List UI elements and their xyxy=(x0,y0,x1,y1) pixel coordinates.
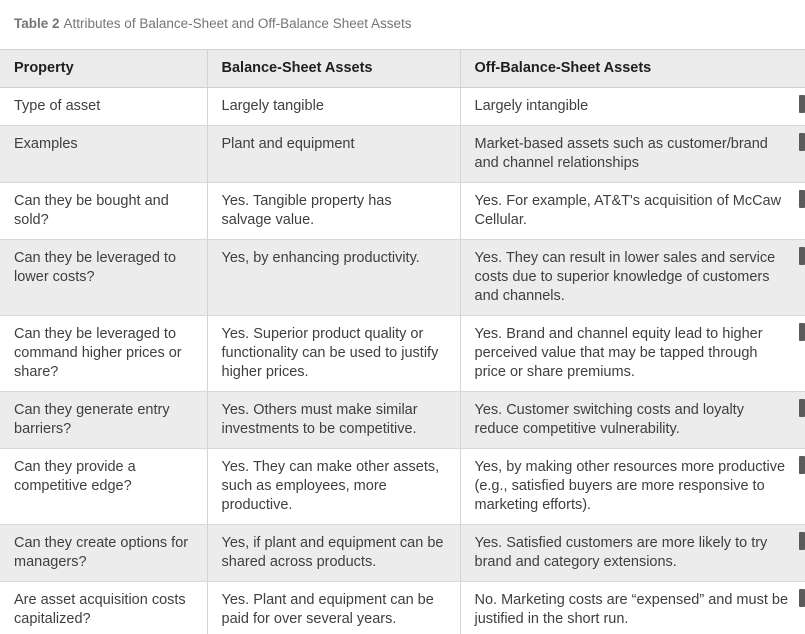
off-balance-cell: Yes. Customer switching costs and loyalt… xyxy=(459,391,805,450)
row-scrollbar xyxy=(799,190,805,209)
property-cell: Can they create options for managers? xyxy=(0,524,207,583)
balance-cell: Largely tangible xyxy=(206,87,460,127)
balance-cell: Plant and equipment xyxy=(206,125,460,184)
off-balance-cell: Yes. For example, AT&T's acquisition of … xyxy=(459,182,805,241)
balance-cell: Yes. They can make other assets, such as… xyxy=(206,448,460,526)
off-balance-cell: Yes. Brand and channel equity lead to hi… xyxy=(459,315,805,393)
off-balance-cell: Yes. Satisfied customers are more likely… xyxy=(459,524,805,583)
off-balance-text: Yes. Brand and channel equity lead to hi… xyxy=(474,326,763,381)
row-scrollbar xyxy=(799,323,805,342)
table-caption: Table 2 Attributes of Balance-Sheet and O… xyxy=(0,0,805,49)
off-balance-text: No. Marketing costs are “expensed” and m… xyxy=(474,592,789,628)
balance-cell: Yes. Plant and equipment can be paid for… xyxy=(206,581,460,634)
table-caption-label: Table 2 xyxy=(14,16,60,31)
property-cell: Are asset acquisition costs capitalized? xyxy=(0,581,207,634)
table-row: Are asset acquisition costs capitalized?… xyxy=(0,581,805,634)
row-scrollbar xyxy=(799,399,805,418)
property-cell: Can they provide a competitive edge? xyxy=(0,448,207,526)
row-scrollbar xyxy=(799,247,805,266)
balance-cell: Yes, if plant and equipment can be share… xyxy=(206,524,460,583)
balance-cell: Yes. Superior product quality or functio… xyxy=(206,315,460,393)
row-scrollbar xyxy=(799,95,805,114)
table-row: Examples Plant and equipment Market-base… xyxy=(0,125,805,184)
table-row: Can they be bought and sold? Yes. Tangib… xyxy=(0,182,805,241)
off-balance-cell: No. Marketing costs are “expensed” and m… xyxy=(459,581,805,634)
balance-cell: Yes. Tangible property has salvage value… xyxy=(206,182,460,241)
balance-cell: Yes. Others must make similar investment… xyxy=(206,391,460,450)
off-balance-text: Largely intangible xyxy=(474,98,589,115)
off-balance-text: Market-based assets such as customer/bra… xyxy=(474,136,768,172)
row-scrollbar xyxy=(799,133,805,152)
table-row: Can they create options for managers? Ye… xyxy=(0,524,805,583)
off-balance-text: Yes. Satisfied customers are more likely… xyxy=(474,535,768,571)
property-cell: Can they be leveraged to lower costs? xyxy=(0,239,207,317)
table-row: Can they provide a competitive edge? Yes… xyxy=(0,448,805,526)
column-header-balance-sheet: Balance-Sheet Assets xyxy=(206,49,460,89)
property-cell: Can they be leveraged to command higher … xyxy=(0,315,207,393)
table-caption-text: Attributes of Balance-Sheet and Off-Bala… xyxy=(63,16,412,31)
off-balance-text: Yes. They can result in lower sales and … xyxy=(474,250,776,305)
row-scrollbar xyxy=(799,456,805,475)
off-balance-text: Yes. Customer switching costs and loyalt… xyxy=(474,402,744,438)
table-row: Can they generate entry barriers? Yes. O… xyxy=(0,391,805,450)
property-cell: Can they be bought and sold? xyxy=(0,182,207,241)
property-cell: Examples xyxy=(0,125,207,184)
table-row: Type of asset Largely tangible Largely i… xyxy=(0,87,805,127)
off-balance-cell: Market-based assets such as customer/bra… xyxy=(459,125,805,184)
balance-cell: Yes, by enhancing productivity. xyxy=(206,239,460,317)
off-balance-cell: Largely intangible xyxy=(459,87,805,127)
off-balance-text: Yes. For example, AT&T's acquisition of … xyxy=(474,193,782,229)
off-balance-cell: Yes, by making other resources more prod… xyxy=(459,448,805,526)
attributes-table: Property Balance-Sheet Assets Off-Balanc… xyxy=(0,49,805,634)
header-row: Property Balance-Sheet Assets Off-Balanc… xyxy=(0,49,805,89)
off-balance-cell: Yes. They can result in lower sales and … xyxy=(459,239,805,317)
table-row: Can they be leveraged to command higher … xyxy=(0,315,805,393)
off-balance-text: Yes, by making other resources more prod… xyxy=(474,459,786,514)
property-cell: Can they generate entry barriers? xyxy=(0,391,207,450)
column-header-off-balance-sheet: Off-Balance-Sheet Assets xyxy=(459,49,805,89)
property-cell: Type of asset xyxy=(0,87,207,127)
row-scrollbar xyxy=(799,589,805,608)
row-scrollbar xyxy=(799,532,805,551)
column-header-property: Property xyxy=(0,49,207,89)
table-row: Can they be leveraged to lower costs? Ye… xyxy=(0,239,805,317)
